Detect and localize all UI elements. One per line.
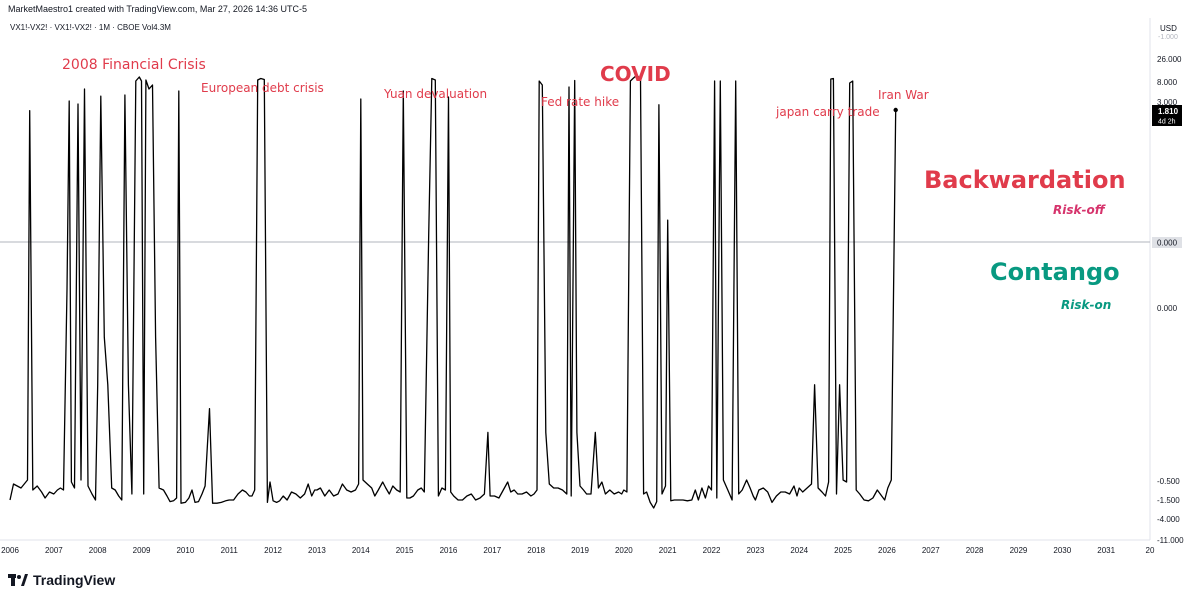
backwardation-label: Backwardation bbox=[924, 166, 1126, 194]
y-tick-label: -11.000 bbox=[1157, 536, 1184, 545]
y-tick-label: 3.000 bbox=[1157, 98, 1178, 107]
annotation-iran-war: Iran War bbox=[878, 88, 929, 102]
x-tick-label: 2025 bbox=[834, 546, 852, 555]
x-tick-label: 2016 bbox=[440, 546, 458, 555]
x-tick-label: 2019 bbox=[571, 546, 589, 555]
x-tick-label: 2018 bbox=[527, 546, 545, 555]
x-tick-label: 2010 bbox=[176, 546, 194, 555]
y-tick-label: -0.500 bbox=[1157, 477, 1180, 486]
x-tick-label: 2028 bbox=[966, 546, 984, 555]
x-tick-label: 2006 bbox=[1, 546, 19, 555]
zero-line-label-bg bbox=[1152, 237, 1182, 248]
series-layer bbox=[9, 74, 898, 509]
risk-off-label: Risk-off bbox=[1053, 203, 1105, 217]
time-axis[interactable]: 2006 2007 2008 2009 2010 2011 2012 2013 2014 2015… bbox=[1, 546, 1155, 555]
x-tick-label: 2022 bbox=[703, 546, 721, 555]
symbol-legend[interactable]: VX1!-VX2! · VX1!-VX2! · 1M · CBOE Vol4.3… bbox=[10, 23, 171, 32]
x-tick-label: 2015 bbox=[396, 546, 414, 555]
x-tick-label: 2007 bbox=[45, 546, 63, 555]
contango-label: Contango bbox=[990, 258, 1120, 286]
x-tick-label: 2031 bbox=[1097, 546, 1115, 555]
x-tick-label: 2026 bbox=[878, 546, 896, 555]
x-tick-label: 2008 bbox=[89, 546, 107, 555]
y-tick-label: 0.000 bbox=[1157, 304, 1178, 313]
x-tick-label: 2030 bbox=[1053, 546, 1071, 555]
x-tick-label: 2021 bbox=[659, 546, 677, 555]
last-point bbox=[893, 107, 898, 113]
last-value-badge bbox=[1152, 105, 1182, 126]
tradingview-wordmark: TradingView bbox=[33, 572, 116, 588]
x-tick-label: 2011 bbox=[221, 546, 239, 555]
series-line bbox=[9, 74, 897, 509]
y-tick-label: 8.000 bbox=[1157, 78, 1178, 87]
x-tick-label: 2012 bbox=[264, 546, 282, 555]
tradingview-logo-icon bbox=[8, 574, 28, 586]
annotation-fed-rate-hike: Fed rate hike bbox=[541, 95, 620, 109]
annotation-european-debt-crisis: European debt crisis bbox=[201, 81, 324, 95]
currency-label[interactable]: USD bbox=[1160, 24, 1177, 33]
y-tick-label: -1.500 bbox=[1157, 496, 1180, 505]
chart-credit: MarketMaestro1 created with TradingView.… bbox=[8, 4, 307, 14]
zero-line-label: 0.000 bbox=[1157, 239, 1178, 248]
x-tick-label: 2020 bbox=[615, 546, 633, 555]
tradingview-logo[interactable]: TradingView bbox=[8, 572, 115, 588]
annotation-covid: COVID bbox=[600, 62, 671, 86]
x-tick-label: 20 bbox=[1146, 546, 1155, 555]
x-tick-label: 2017 bbox=[483, 546, 501, 555]
y-tick-label: -1.000 bbox=[1158, 34, 1178, 41]
x-tick-label: 2023 bbox=[746, 546, 764, 555]
annotation-2008-financial-crisis: 2008 Financial Crisis bbox=[62, 57, 206, 73]
annotation-yuan-devaluation: Yuan devaluation bbox=[384, 87, 488, 101]
x-tick-label: 2014 bbox=[352, 546, 370, 555]
x-tick-label: 2029 bbox=[1010, 546, 1028, 555]
x-tick-label: 2027 bbox=[922, 546, 940, 555]
countdown-label: 4d 2h bbox=[1158, 119, 1176, 126]
x-tick-label: 2024 bbox=[790, 546, 808, 555]
right-axis[interactable]: -1.000 26.000 8.000 3.000 0.000 -0.500 -… bbox=[1152, 34, 1184, 545]
annotation-japan-carry-trade: japan carry trade bbox=[776, 105, 880, 119]
x-tick-label: 2013 bbox=[308, 546, 326, 555]
y-tick-label: 26.000 bbox=[1157, 55, 1182, 64]
last-value-label: 1.810 bbox=[1158, 107, 1179, 116]
y-tick-label: -4.000 bbox=[1157, 515, 1180, 524]
x-tick-label: 2009 bbox=[133, 546, 151, 555]
risk-on-label: Risk-on bbox=[1061, 298, 1112, 312]
